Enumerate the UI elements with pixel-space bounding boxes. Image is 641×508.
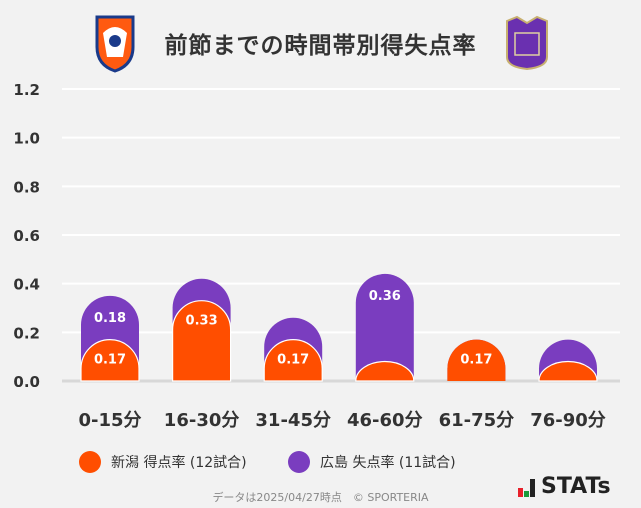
y-tick-label: 1.2 xyxy=(13,81,40,99)
x-tick-label: 0-15分 xyxy=(78,410,141,431)
y-tick-label: 0.4 xyxy=(13,276,40,294)
y-tick-label: 1.0 xyxy=(13,130,40,148)
bar-niigata xyxy=(263,339,323,382)
y-tick-label: 0.8 xyxy=(13,178,40,196)
x-tick-label: 16-30分 xyxy=(164,410,240,431)
x-tick-label: 61-75分 xyxy=(439,410,515,431)
bar-niigata xyxy=(80,339,140,382)
y-tick-label: 0.0 xyxy=(13,373,40,391)
stats-brand-text: STATs xyxy=(541,474,611,499)
y-tick-label: 0.2 xyxy=(13,324,40,342)
bar-niigata xyxy=(355,360,415,382)
legend-swatch xyxy=(79,451,101,473)
bar-niigata xyxy=(172,300,232,382)
bar-niigata xyxy=(447,339,506,381)
data-label-niigata: 0.17 xyxy=(277,353,309,368)
y-tick-label: 0.6 xyxy=(13,227,40,245)
data-label-niigata: 0.17 xyxy=(94,353,126,368)
footer-note: データは2025/04/27時点 © SPORTERIA xyxy=(212,491,429,504)
niigata-crest-logo xyxy=(95,15,135,73)
bar-niigata xyxy=(538,360,598,382)
legend-label: 新潟 得点率 (12試合) xyxy=(111,455,247,471)
x-tick-label: 76-90分 xyxy=(530,410,606,431)
legend-item-niigata: 新潟 得点率 (12試合) xyxy=(79,451,247,473)
hiroshima-crest-logo xyxy=(506,15,548,71)
data-label-niigata: 0.17 xyxy=(460,353,492,368)
stats-logo: STATs xyxy=(518,474,611,499)
data-label-hiroshima: 0.18 xyxy=(94,311,126,326)
legend-label: 広島 失点率 (11試合) xyxy=(320,455,456,471)
x-tick-label: 46-60分 xyxy=(347,410,423,431)
x-tick-label: 31-45分 xyxy=(255,410,331,431)
legend-item-hiroshima: 広島 失点率 (11試合) xyxy=(288,451,456,473)
chart-title: 前節までの時間帯別得失点率 xyxy=(164,33,477,59)
legend-swatch xyxy=(288,451,310,473)
data-label-hiroshima: 0.36 xyxy=(369,289,401,304)
data-label-niigata: 0.33 xyxy=(186,314,218,329)
bar-hiroshima xyxy=(355,273,414,381)
